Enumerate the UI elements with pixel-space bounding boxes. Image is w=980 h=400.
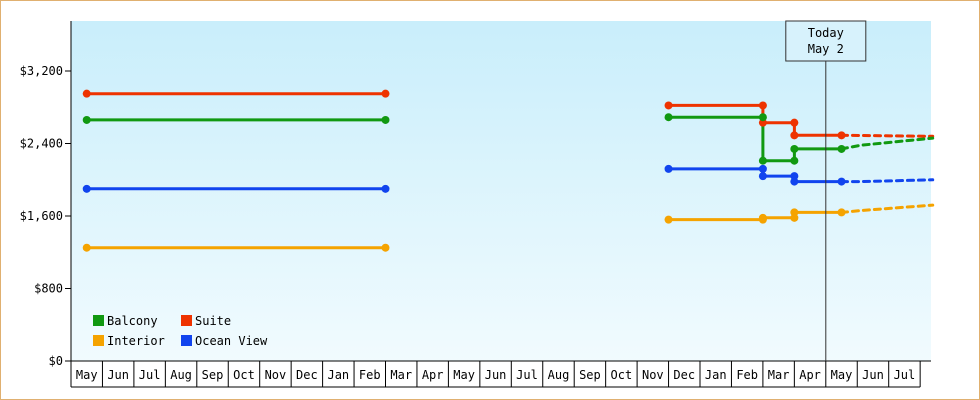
- data-point-balcony: [837, 144, 846, 153]
- x-month-label: Oct: [233, 368, 255, 382]
- legend-swatch-ocean-view: [181, 335, 192, 346]
- series-line-ocean-view-forecast: [840, 178, 935, 184]
- legend: Balcony Suite Interior Ocean View: [93, 314, 268, 348]
- x-month-label: Jun: [862, 368, 884, 382]
- data-point-balcony: [790, 144, 799, 153]
- y-tick-label: $3,200: [20, 64, 63, 78]
- data-point-suite: [837, 131, 846, 140]
- x-month-label: May: [831, 368, 853, 382]
- today-date-label: May 2: [808, 42, 844, 56]
- x-month-label: Oct: [611, 368, 633, 382]
- x-month-label: Aug: [548, 368, 570, 382]
- data-point-ocean-view: [758, 172, 767, 181]
- x-month-label: Jan: [327, 368, 349, 382]
- series-line-interior: [667, 210, 843, 222]
- y-tick-label: $2,400: [20, 137, 63, 151]
- data-point-ocean-view: [664, 164, 673, 173]
- data-point-suite: [790, 118, 799, 127]
- legend-swatch-balcony: [93, 315, 104, 326]
- data-point-interior: [381, 243, 390, 252]
- x-month-label: Jun: [107, 368, 129, 382]
- series-line-balcony: [667, 115, 843, 163]
- data-point-interior: [837, 208, 846, 217]
- data-point-suite: [790, 131, 799, 140]
- data-point-balcony: [758, 113, 767, 122]
- series-line-balcony-forecast: [840, 136, 935, 151]
- y-tick-label: $1,600: [20, 209, 63, 223]
- legend-swatch-interior: [93, 335, 104, 346]
- x-month-label: Sep: [202, 368, 224, 382]
- data-point-suite: [664, 101, 673, 110]
- marker-layer: [82, 89, 846, 252]
- x-month-label: Feb: [736, 368, 758, 382]
- series-layer: [85, 92, 935, 250]
- data-point-interior: [758, 213, 767, 222]
- plot-background: [71, 21, 931, 361]
- data-point-interior: [664, 215, 673, 224]
- data-point-suite: [82, 89, 91, 98]
- y-tick-label: $800: [34, 282, 63, 296]
- data-point-interior: [790, 208, 799, 217]
- x-month-label: Jul: [894, 368, 916, 382]
- data-point-suite: [381, 89, 390, 98]
- x-month-label: Jun: [485, 368, 507, 382]
- x-month-label: Dec: [673, 368, 695, 382]
- today-label: Today: [808, 26, 844, 40]
- data-point-balcony: [790, 156, 799, 165]
- today-box: [785, 20, 867, 62]
- x-month-label: Nov: [265, 368, 287, 382]
- x-month-label: Dec: [296, 368, 318, 382]
- legend-swatch-suite: [181, 315, 192, 326]
- x-month-label: Aug: [170, 368, 192, 382]
- x-month-label: Sep: [579, 368, 601, 382]
- x-month-label: Nov: [642, 368, 664, 382]
- data-point-balcony: [82, 115, 91, 124]
- data-point-balcony: [381, 115, 390, 124]
- y-tick-label: $0: [49, 354, 63, 368]
- data-point-balcony: [664, 113, 673, 122]
- data-point-ocean-view: [82, 184, 91, 193]
- series-line-interior-forecast: [840, 203, 935, 214]
- y-axis: $0 $800 $1,600 $2,400 $3,200: [20, 21, 72, 368]
- series-line-ocean-view: [667, 167, 843, 184]
- data-point-ocean-view: [790, 177, 799, 186]
- data-point-interior: [82, 243, 91, 252]
- x-month-label: Jan: [705, 368, 727, 382]
- x-axis: May Jun Jul Aug Sep Oct Nov Dec Jan Feb Mar Apr May J…: [70, 360, 931, 388]
- x-month-label: May: [453, 368, 475, 382]
- data-point-ocean-view: [758, 164, 767, 173]
- legend-label-suite: Suite: [195, 314, 231, 328]
- x-month-label: Feb: [359, 368, 381, 382]
- x-month-label: Mar: [390, 368, 412, 382]
- data-point-balcony: [758, 156, 767, 165]
- series-line-suite: [667, 103, 843, 137]
- x-month-label: Jul: [139, 368, 161, 382]
- data-point-ocean-view: [381, 184, 390, 193]
- x-month-label: Apr: [799, 368, 821, 382]
- x-month-label: Apr: [422, 368, 444, 382]
- data-point-ocean-view: [837, 177, 846, 186]
- x-month-label: Mar: [768, 368, 790, 382]
- x-month-label: Jul: [516, 368, 538, 382]
- data-point-suite: [758, 101, 767, 110]
- legend-label-interior: Interior: [107, 334, 165, 348]
- legend-label-balcony: Balcony: [107, 314, 158, 328]
- legend-label-ocean-view: Ocean View: [195, 334, 268, 348]
- x-month-label: May: [76, 368, 98, 382]
- series-line-suite-forecast: [840, 133, 935, 138]
- today-marker: Today May 2: [785, 20, 867, 361]
